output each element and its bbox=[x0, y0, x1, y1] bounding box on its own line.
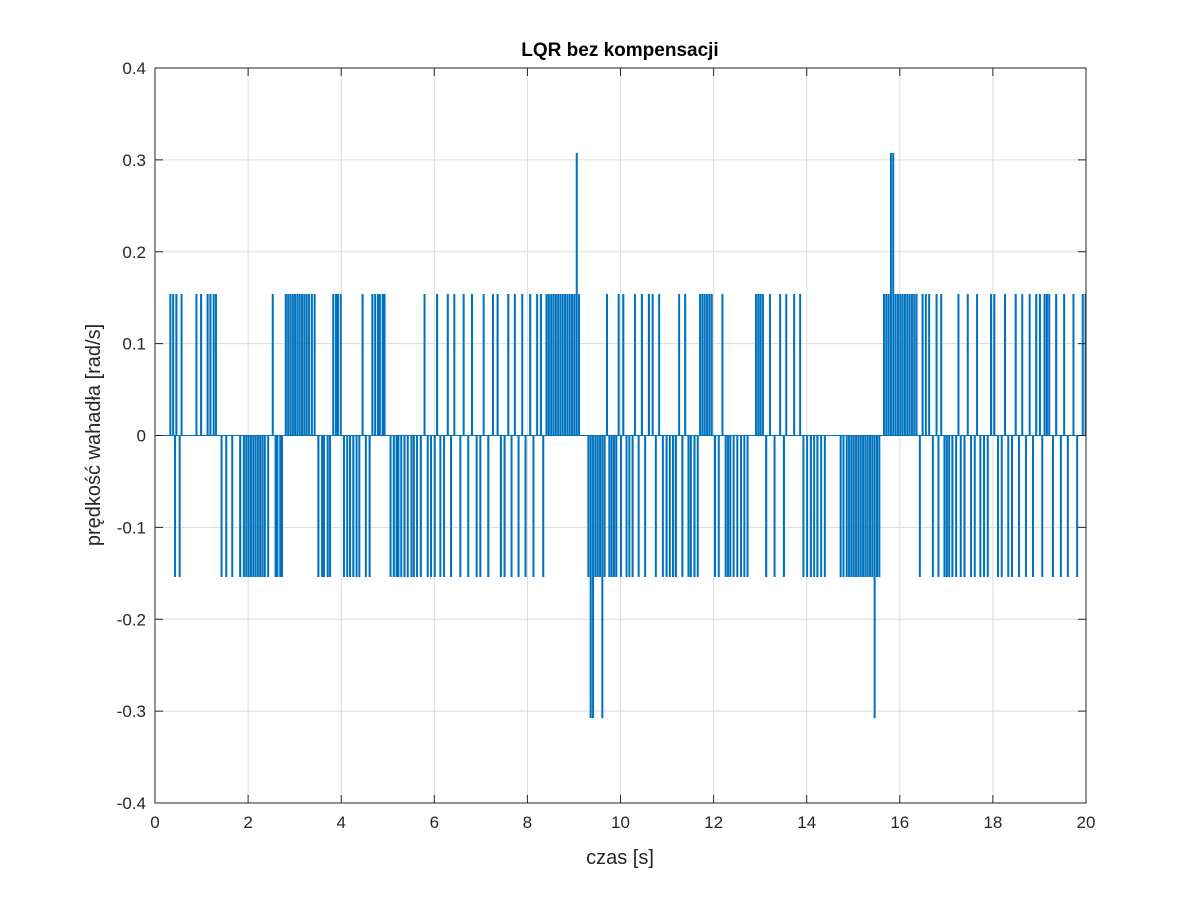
x-tick-label: 20 bbox=[1077, 813, 1096, 832]
x-tick-label: 4 bbox=[336, 813, 345, 832]
series-line bbox=[155, 152, 1087, 719]
x-tick-label: 0 bbox=[150, 813, 159, 832]
y-tick-label: -0.2 bbox=[117, 610, 146, 629]
x-tick-labels: 0 2 4 6 8 10 12 14 16 18 20 bbox=[150, 813, 1095, 832]
y-tick-label: -0.3 bbox=[117, 702, 146, 721]
y-tick-label: 0.4 bbox=[122, 59, 146, 78]
y-tick-label: 0.2 bbox=[122, 243, 146, 262]
series-line-group bbox=[155, 152, 1087, 719]
y-tick-label: 0 bbox=[137, 427, 146, 446]
x-tick-label: 12 bbox=[704, 813, 723, 832]
x-tick-label: 14 bbox=[797, 813, 816, 832]
x-axis-label: czas [s] bbox=[586, 847, 654, 869]
x-tick-label: 18 bbox=[983, 813, 1002, 832]
x-tick-label: 2 bbox=[243, 813, 252, 832]
y-tick-label: 0.1 bbox=[122, 335, 146, 354]
x-tick-label: 16 bbox=[890, 813, 909, 832]
ticks bbox=[154, 67, 1087, 804]
y-tick-label: -0.4 bbox=[117, 794, 146, 813]
x-tick-label: 8 bbox=[523, 813, 532, 832]
y-tick-label: 0.3 bbox=[122, 151, 146, 170]
x-tick-label: 10 bbox=[611, 813, 630, 832]
y-axis-label: prędkość wahadła [rad/s] bbox=[83, 324, 105, 546]
y-tick-labels: -0.4 -0.3 -0.2 -0.1 0 0.1 0.2 0.3 0.4 bbox=[117, 59, 146, 813]
x-tick-label: 6 bbox=[430, 813, 439, 832]
chart-title: LQR bez kompensacji bbox=[521, 40, 718, 61]
y-tick-label: -0.1 bbox=[117, 518, 146, 537]
